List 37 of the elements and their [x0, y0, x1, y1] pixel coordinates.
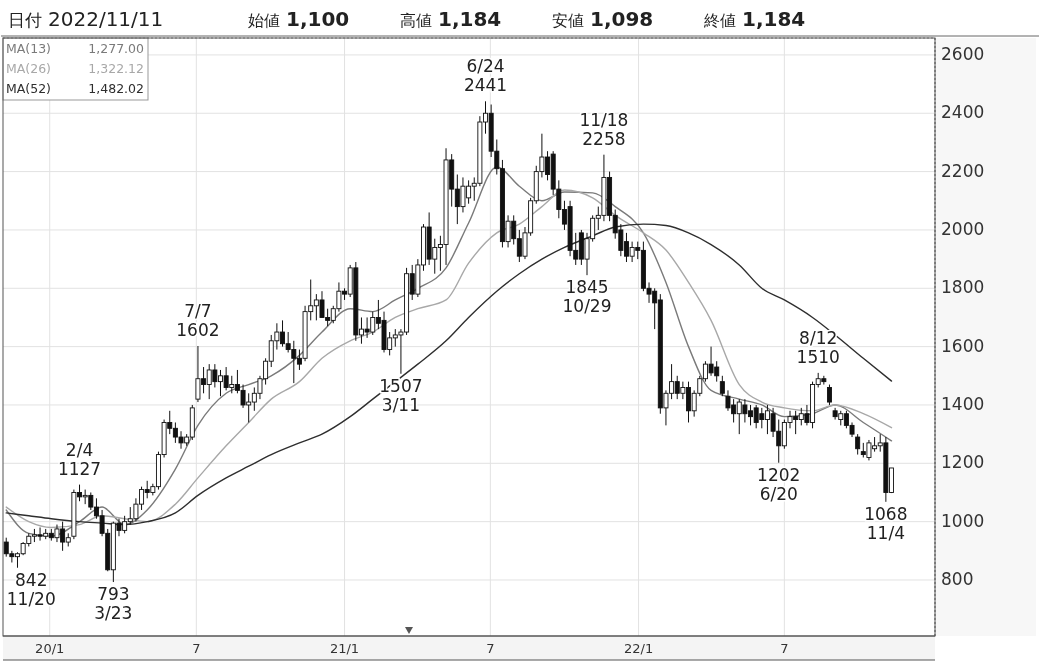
annotation: 11/18 2258 [579, 109, 629, 149]
x-tick-label: 20/1 [35, 641, 65, 656]
text: 終値 1,184 [703, 7, 806, 31]
y-tick-label: 2400 [941, 102, 985, 123]
y-tick-label: 1200 [941, 452, 985, 473]
text: MA(26) 1,322.12 [6, 61, 144, 76]
y-tick-label: 2000 [941, 218, 985, 239]
annotation: 8/12 1510 [796, 327, 840, 367]
candlestick [827, 384, 832, 406]
annotation: 6/24 2441 [463, 56, 508, 96]
annotation: 842 11/20 [6, 569, 56, 609]
x-tick-label: 21/1 [329, 641, 360, 656]
x-tick-label: 7 [780, 641, 789, 656]
y-tick-label: 2600 [941, 43, 985, 64]
candlestick [719, 375, 725, 397]
y-tick-label: 1600 [941, 335, 985, 356]
y-tick-label: 1800 [941, 277, 985, 298]
annotation: 1845 10/29 [562, 277, 612, 317]
chart-title: 日付 2022/11/11 [8, 7, 164, 31]
y-tick-label: 2200 [941, 160, 985, 181]
annotation: 1202 6/20 [757, 464, 801, 504]
y-tick-label: 1000 [941, 510, 985, 531]
y-tick-label: 1400 [941, 393, 985, 414]
annotation: 1068 11/4 [864, 503, 908, 543]
candlestick [855, 433, 861, 456]
text: 安値 1,098 [552, 7, 654, 31]
annotation: 2/4 1127 [57, 439, 102, 479]
text: 始値 1,100 [248, 7, 350, 31]
text: 高値 1,184 [400, 7, 502, 31]
x-tick-label: 7 [486, 641, 495, 656]
x-tick-label: 22/1 [623, 641, 654, 656]
annotation: 793 3/23 [94, 584, 133, 624]
annotation: 7/7 1602 [176, 301, 220, 341]
text: MA(13) 1,277.00 [6, 41, 144, 56]
text: MA(52) 1,482.02 [6, 81, 144, 96]
y-tick-label: 800 [941, 568, 974, 589]
x-tick-label: 7 [192, 641, 201, 656]
